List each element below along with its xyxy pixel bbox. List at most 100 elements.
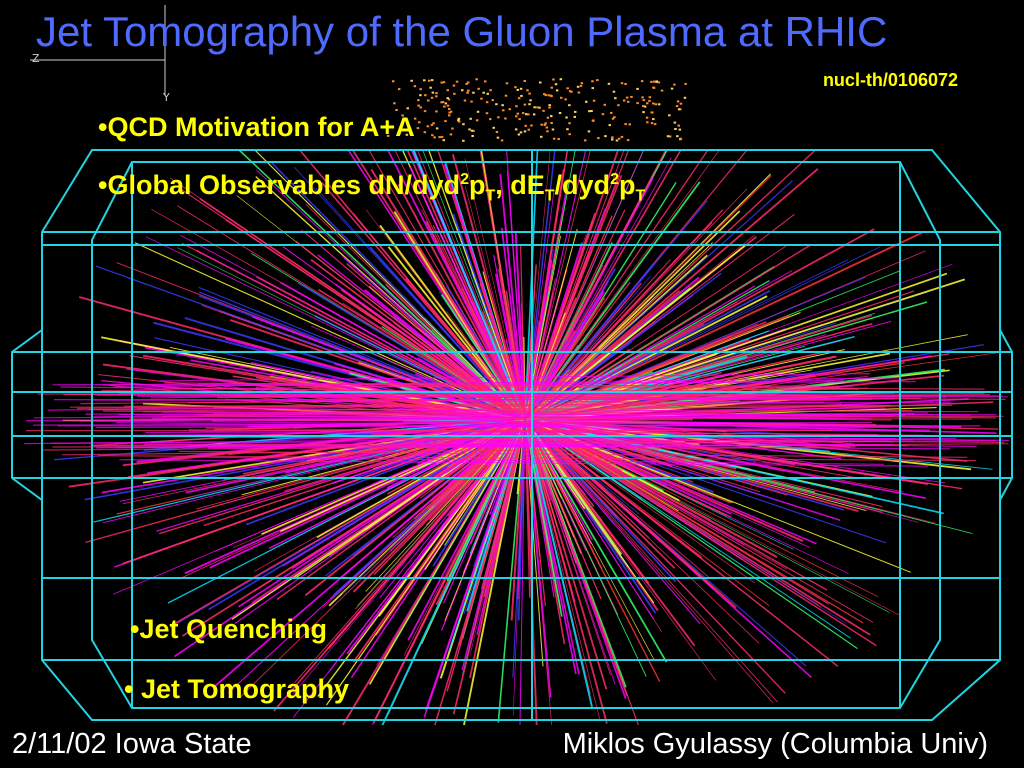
hit-dot (548, 104, 551, 107)
hit-dot (624, 83, 627, 85)
hit-dot (515, 105, 518, 108)
particle-track (532, 424, 703, 559)
hit-dot (636, 87, 639, 90)
axis-z-label: Z (32, 52, 40, 65)
hit-dot (584, 139, 587, 142)
hit-dot (495, 131, 499, 133)
hit-dot (626, 139, 630, 142)
hit-dot (642, 105, 645, 107)
hit-dot (457, 119, 460, 122)
hit-dot (462, 123, 465, 126)
hit-dot (601, 113, 605, 116)
particle-track (418, 327, 523, 419)
hit-dot (552, 137, 556, 140)
particle-track (529, 425, 655, 604)
hit-dot (472, 129, 475, 132)
hit-dot (558, 112, 562, 114)
hit-dot (461, 89, 464, 92)
hit-dot (573, 115, 576, 118)
hit-dot (442, 139, 445, 142)
beam-streak (62, 446, 856, 456)
observables-sub-2: T (544, 187, 555, 205)
hit-dot (401, 114, 404, 117)
beam-streak (197, 456, 884, 465)
hit-dot (539, 81, 542, 84)
particle-track (529, 428, 647, 677)
hit-dot (620, 135, 624, 138)
bullet-jet-tomography: • Jet Tomography (124, 674, 349, 704)
particle-track (499, 173, 525, 408)
hit-dot (449, 110, 453, 113)
hit-dot (652, 80, 656, 83)
hit-dot (521, 112, 525, 115)
hit-dot (433, 136, 436, 139)
hit-dot (515, 115, 518, 118)
hit-dot (564, 98, 567, 101)
hit-dot (424, 94, 427, 97)
hit-dot (528, 103, 531, 106)
particle-track (452, 421, 526, 715)
particle-track (525, 422, 602, 599)
hit-dot (442, 81, 446, 84)
particle-track (392, 430, 519, 645)
hit-dot (485, 112, 489, 115)
particle-track (532, 423, 864, 624)
hit-dot (528, 92, 531, 95)
hit-dot (550, 86, 553, 89)
hit-dot (486, 92, 489, 95)
hit-dot (386, 134, 390, 137)
beam-streak (178, 450, 968, 458)
hit-dot (448, 108, 451, 110)
beam-streak (124, 403, 842, 407)
particle-track (506, 170, 525, 411)
hit-dot (675, 105, 679, 108)
observables-sub-1: T (485, 187, 496, 205)
hit-dot (585, 100, 588, 103)
hit-dot (568, 122, 571, 125)
hit-dot (651, 111, 654, 114)
hit-dot (448, 114, 451, 117)
particle-track (294, 166, 521, 416)
particle-track (527, 149, 644, 413)
hit-dot (617, 104, 620, 107)
hit-dot (612, 90, 616, 93)
beam-streak (93, 398, 872, 401)
particle-track (326, 426, 521, 706)
particle-track (529, 175, 623, 407)
particle-track (524, 420, 661, 682)
particle-track (208, 427, 511, 611)
particle-track (526, 149, 720, 419)
particle-track (526, 419, 883, 508)
hit-dot (557, 138, 560, 140)
beam-streak (113, 377, 900, 388)
hit-dot (646, 102, 649, 105)
hit-dot (630, 95, 633, 98)
particle-track (113, 422, 518, 595)
particle-track (525, 149, 551, 411)
hit-dot (527, 128, 530, 131)
hit-dot (472, 91, 475, 94)
hit-dot (480, 97, 483, 100)
hit-dot (430, 123, 434, 126)
hit-dot (495, 103, 498, 106)
hit-dot (676, 100, 680, 103)
particle-track (373, 422, 523, 576)
hit-dot (449, 133, 453, 136)
hit-dot (668, 135, 672, 138)
hit-dot (565, 116, 568, 119)
hit-dot (497, 116, 500, 119)
particle-track (500, 227, 525, 411)
particle-track (273, 421, 525, 712)
hit-dot (429, 86, 432, 89)
hit-dot (492, 126, 495, 129)
particle-track (310, 259, 517, 415)
hit-dot (523, 80, 526, 82)
beam-streak (205, 427, 1002, 437)
hit-dot (550, 115, 553, 118)
hit-dot (652, 102, 655, 105)
hit-dot (684, 82, 687, 85)
hit-dot (426, 125, 430, 128)
hit-dot (676, 135, 679, 138)
hit-dot (430, 79, 434, 82)
hit-dot (428, 79, 431, 82)
